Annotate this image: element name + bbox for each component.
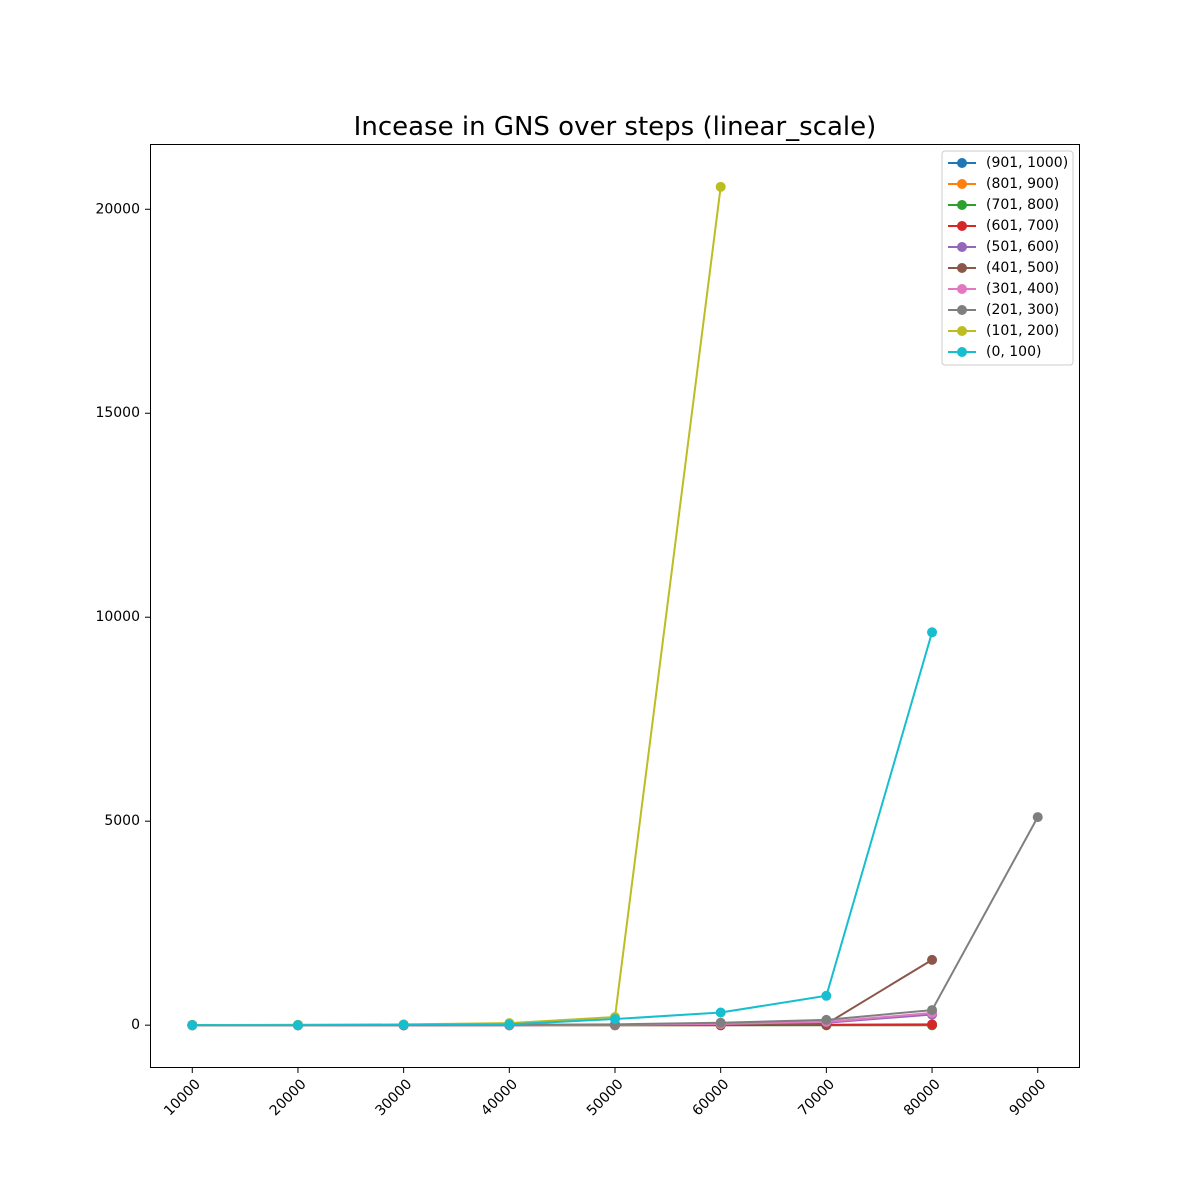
legend-marker <box>957 158 967 168</box>
legend-marker <box>957 347 967 357</box>
legend-label: (101, 200) <box>986 323 1059 339</box>
series-9 <box>187 627 938 1031</box>
data-point <box>292 1020 303 1031</box>
legend-label: (801, 900) <box>986 176 1059 192</box>
legend-item: (601, 700) <box>948 218 1059 234</box>
legend-label: (901, 1000) <box>986 155 1068 171</box>
legend-label: (501, 600) <box>986 239 1059 255</box>
x-tick-label: 10000 <box>161 1076 204 1119</box>
legend-marker <box>957 221 967 231</box>
series-line <box>192 959 933 1027</box>
data-point <box>715 1017 726 1028</box>
data-point <box>398 1019 409 1030</box>
x-tick-label: 60000 <box>690 1076 733 1119</box>
legend-marker <box>957 200 967 210</box>
legend-marker <box>957 242 967 252</box>
legend-item: (201, 300) <box>948 302 1059 318</box>
legend-item: (401, 500) <box>948 260 1059 276</box>
chart-title: Incease in GNS over steps (linear_scale) <box>354 112 877 142</box>
data-point <box>1032 812 1043 823</box>
legend-label: (701, 800) <box>986 197 1059 213</box>
x-tick-label: 40000 <box>478 1076 521 1119</box>
y-tick-label: 5000 <box>104 813 140 829</box>
legend-marker <box>957 305 967 315</box>
x-tick-label: 50000 <box>584 1076 627 1119</box>
data-point <box>715 181 726 192</box>
y-tick-label: 15000 <box>95 405 140 421</box>
legend-marker <box>957 326 967 336</box>
legend-marker <box>957 263 967 273</box>
legend-label: (201, 300) <box>986 302 1059 318</box>
data-point <box>187 1020 198 1031</box>
data-point <box>504 1019 515 1030</box>
data-point <box>927 1019 938 1030</box>
x-tick-label: 80000 <box>901 1076 944 1119</box>
series-line <box>192 186 722 1027</box>
series-line <box>192 632 934 1027</box>
x-tick-label: 30000 <box>372 1076 415 1119</box>
legend-item: (301, 400) <box>948 281 1059 297</box>
legend-marker <box>957 179 967 189</box>
series-line <box>192 816 1039 1027</box>
legend-label: (301, 400) <box>986 281 1059 297</box>
series-7 <box>187 812 1043 1031</box>
legend-marker <box>957 284 967 294</box>
y-tick-label: 20000 <box>95 201 140 217</box>
legend-item: (101, 200) <box>948 323 1059 339</box>
x-tick-label: 70000 <box>795 1076 838 1119</box>
series-8 <box>187 181 726 1031</box>
legend-label: (0, 100) <box>986 344 1041 360</box>
data-point <box>821 1014 832 1025</box>
plot-area-frame <box>150 144 1080 1068</box>
data-point <box>927 627 938 638</box>
legend-item: (701, 800) <box>948 197 1059 213</box>
x-tick-label: 90000 <box>1007 1076 1050 1119</box>
x-tick-label: 20000 <box>267 1076 310 1119</box>
legend-item: (501, 600) <box>948 239 1059 255</box>
legend-label: (401, 500) <box>986 260 1059 276</box>
legend-item: (901, 1000) <box>948 155 1068 171</box>
y-tick-label: 10000 <box>95 609 140 625</box>
data-point <box>715 1007 726 1018</box>
data-point <box>610 1014 620 1025</box>
data-point <box>927 954 938 965</box>
legend-item: (801, 900) <box>948 176 1059 192</box>
legend-label: (601, 700) <box>986 218 1059 234</box>
legend-item: (0, 100) <box>948 344 1041 360</box>
y-tick-label: 0 <box>131 1017 140 1033</box>
data-point <box>927 1005 938 1016</box>
data-point <box>821 990 832 1001</box>
